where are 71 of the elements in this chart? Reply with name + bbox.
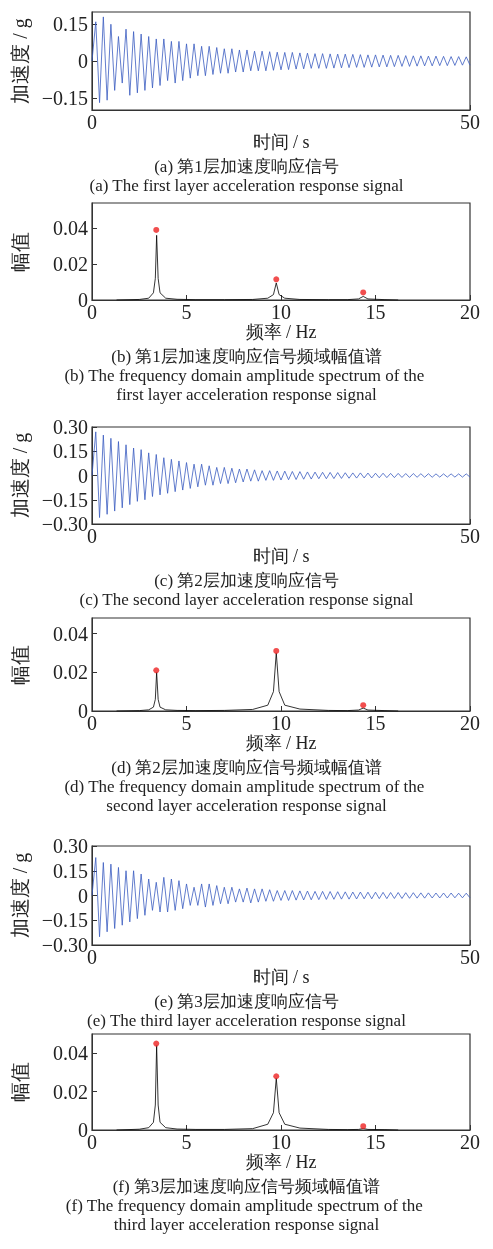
y-tick-label: 0.02 [53, 253, 88, 276]
y-tick-label: 0.04 [53, 217, 88, 240]
y-tick-label: 0 [78, 464, 88, 487]
x-tick-label: 15 [365, 712, 386, 734]
y-tick-label: −0.15 [41, 909, 88, 932]
y-tick-label: 0.15 [53, 440, 88, 463]
text: (b) 第1层加速度响应信号频域幅值谱 [111, 347, 382, 366]
x-tick-label: 50 [460, 946, 480, 968]
y-axis-title: 加速度 / g [9, 852, 32, 939]
text: (f) The frequency domain amplitude spectrum of the third layer acceleration response signal [65, 1196, 428, 1234]
x-axis-title: 频率 / Hz [245, 732, 317, 753]
point [360, 702, 367, 709]
point [360, 1123, 367, 1130]
point [360, 289, 367, 296]
text: (f) 第3层加速度响应信号频域幅值谱 [112, 1177, 381, 1196]
y-axis-title: 幅值 [9, 231, 31, 272]
y-tick-label: 0.15 [53, 859, 88, 882]
point [153, 1040, 160, 1047]
point [273, 1073, 280, 1080]
x-tick-label: 5 [181, 1131, 192, 1153]
x-tick-label: 15 [365, 1131, 386, 1153]
line-series [116, 234, 399, 301]
x-axis-title: 时间 / s [252, 131, 310, 152]
x-tick-label: 10 [271, 712, 291, 734]
y-tick-label: 0.15 [53, 13, 88, 36]
y-axis-title: 幅值 [9, 644, 31, 685]
x-axis-title: 时间 / s [252, 966, 310, 987]
text: (a) 第1层加速度响应信号 [154, 157, 339, 176]
x-tick-label: 50 [460, 525, 480, 547]
text: (e) 第3层加速度响应信号 [154, 992, 339, 1011]
x-tick-label: 20 [460, 301, 480, 323]
y-tick-label: 0.04 [53, 1042, 88, 1065]
y-tick-label: −0.30 [41, 513, 88, 535]
text: (c) The second layer acceleration response signal [79, 590, 414, 609]
line-series [91, 857, 471, 938]
y-tick-label: 0.30 [53, 835, 88, 857]
y-tick-label: 0.02 [53, 661, 88, 684]
point [153, 667, 160, 674]
text: (a) The first layer acceleration response signal [89, 176, 404, 195]
x-tick-label: 20 [460, 712, 480, 734]
text: (e) The third layer acceleration response signal [87, 1011, 407, 1030]
x-tick-label: 5 [181, 712, 192, 734]
x-axis-title: 频率 / Hz [245, 321, 317, 342]
text: (d) 第2层加速度响应信号频域幅值谱 [111, 758, 382, 777]
x-tick-label: 50 [460, 111, 480, 133]
x-axis-title: 时间 / s [252, 545, 310, 566]
point [153, 226, 160, 233]
y-tick-label: 0.04 [53, 622, 88, 645]
y-tick-label: 0.02 [53, 1080, 88, 1103]
x-tick-label: 20 [460, 1131, 480, 1153]
text: (d) The frequency domain amplitude spectrum of the second layer acceleration response signal [64, 777, 429, 815]
x-axis-title: 频率 / Hz [245, 1151, 317, 1172]
y-axis-title: 加速度 / g [9, 432, 32, 519]
y-axis-title: 加速度 / g [9, 18, 32, 104]
line-series [91, 16, 471, 104]
x-tick-label: 5 [181, 301, 192, 323]
y-tick-label: 0 [78, 884, 88, 907]
y-tick-label: −0.30 [41, 934, 88, 956]
y-axis-title: 幅值 [9, 1062, 31, 1102]
y-tick-label: −0.15 [41, 86, 88, 109]
y-tick-label: −0.15 [41, 488, 88, 511]
line-series [91, 431, 471, 518]
x-tick-label: 15 [365, 301, 386, 323]
x-tick-label: 10 [271, 1131, 291, 1153]
point [273, 276, 280, 283]
point [273, 647, 280, 654]
text: (c) 第2层加速度响应信号 [154, 571, 339, 590]
text: (b) The frequency domain amplitude spectrum of the first layer acceleration response signal [64, 366, 429, 404]
y-tick-label: 0.30 [53, 416, 88, 438]
x-tick-label: 10 [271, 301, 291, 323]
y-tick-label: 0 [78, 50, 88, 72]
